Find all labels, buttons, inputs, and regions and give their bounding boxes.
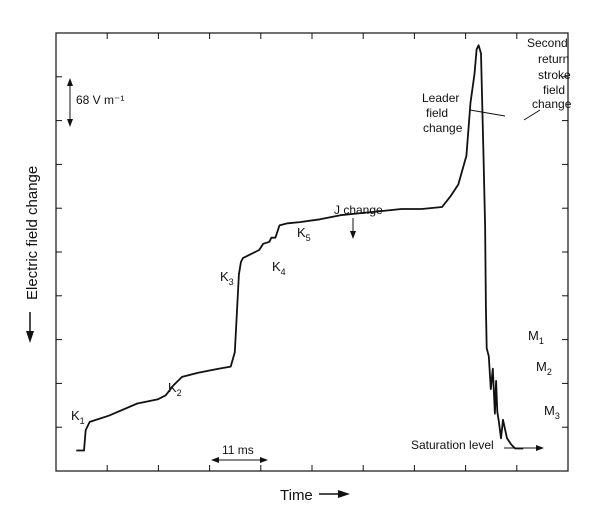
label-saturation: Saturation level xyxy=(411,438,494,452)
svg-text:change: change xyxy=(532,97,572,111)
label-k1: K1 xyxy=(71,408,85,426)
svg-text:Leader: Leader xyxy=(422,91,459,105)
svg-text:field: field xyxy=(426,106,448,120)
field-change-trace xyxy=(76,44,524,452)
svg-text:field: field xyxy=(543,83,565,97)
label-m3: M3 xyxy=(544,403,560,421)
horizontal-scale-label: 11 ms xyxy=(222,443,254,457)
label-k5: K5 xyxy=(297,225,311,243)
x-axis-title: Time xyxy=(280,487,313,504)
svg-text:Second: Second xyxy=(527,36,568,50)
horizontal-scale-bar: 11 ms xyxy=(211,443,268,463)
label-return-stroke: Second return stroke field change xyxy=(523,36,572,121)
label-m1: M1 xyxy=(528,328,544,346)
vertical-scale-label: 68 V m⁻¹ xyxy=(76,93,124,107)
y-axis-title-group: Electric field change xyxy=(24,166,41,343)
svg-text:change: change xyxy=(423,121,463,135)
label-k3: K3 xyxy=(220,269,234,287)
label-j-change: J change xyxy=(334,203,383,217)
svg-text:return: return xyxy=(538,52,569,66)
y-axis-title: Electric field change xyxy=(24,166,41,300)
label-k4: K4 xyxy=(272,259,286,277)
x-axis-title-group: Time xyxy=(280,487,350,504)
vertical-scale-bar: 68 V m⁻¹ xyxy=(67,78,124,127)
label-k2: K2 xyxy=(168,380,182,398)
label-leader: Leader field change xyxy=(422,91,506,135)
axis-ticks xyxy=(56,33,568,471)
label-m2: M2 xyxy=(536,359,552,377)
svg-text:stroke: stroke xyxy=(538,68,571,82)
